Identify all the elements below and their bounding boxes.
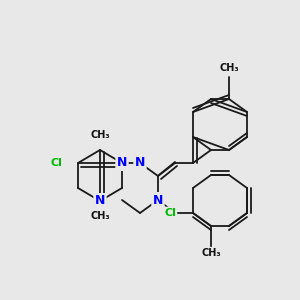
Text: N: N	[95, 194, 105, 208]
Text: CH₃: CH₃	[201, 248, 221, 258]
Text: Cl: Cl	[50, 158, 62, 168]
Text: N: N	[135, 157, 145, 169]
Text: Cl: Cl	[164, 208, 176, 218]
Text: N: N	[117, 157, 127, 169]
Text: CH₃: CH₃	[219, 63, 239, 73]
Text: N: N	[153, 194, 163, 206]
Text: CH₃: CH₃	[90, 211, 110, 221]
Text: CH₃: CH₃	[90, 130, 110, 140]
